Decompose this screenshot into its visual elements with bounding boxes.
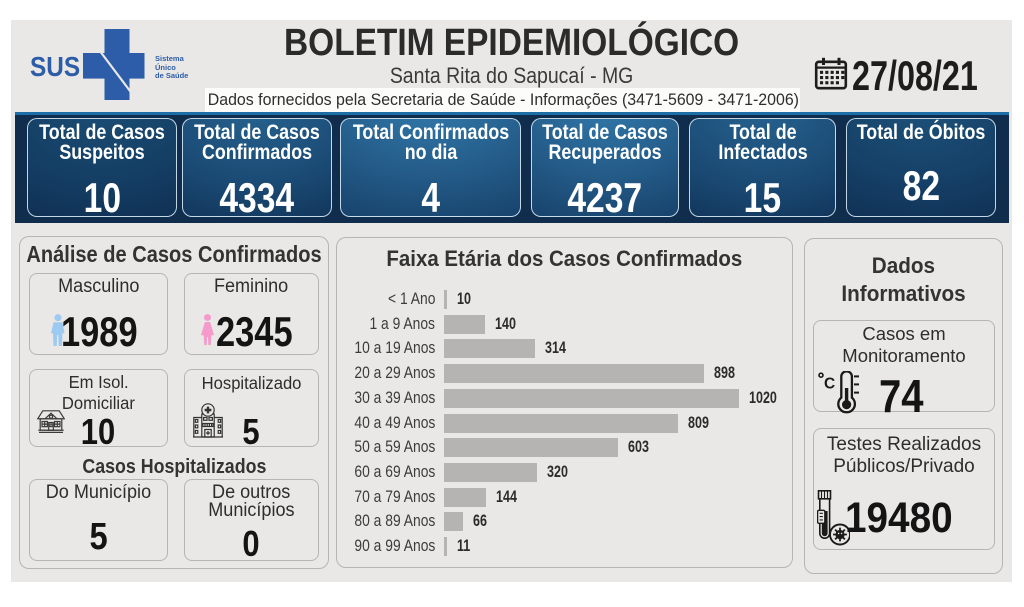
svg-text:C: C bbox=[824, 376, 835, 393]
